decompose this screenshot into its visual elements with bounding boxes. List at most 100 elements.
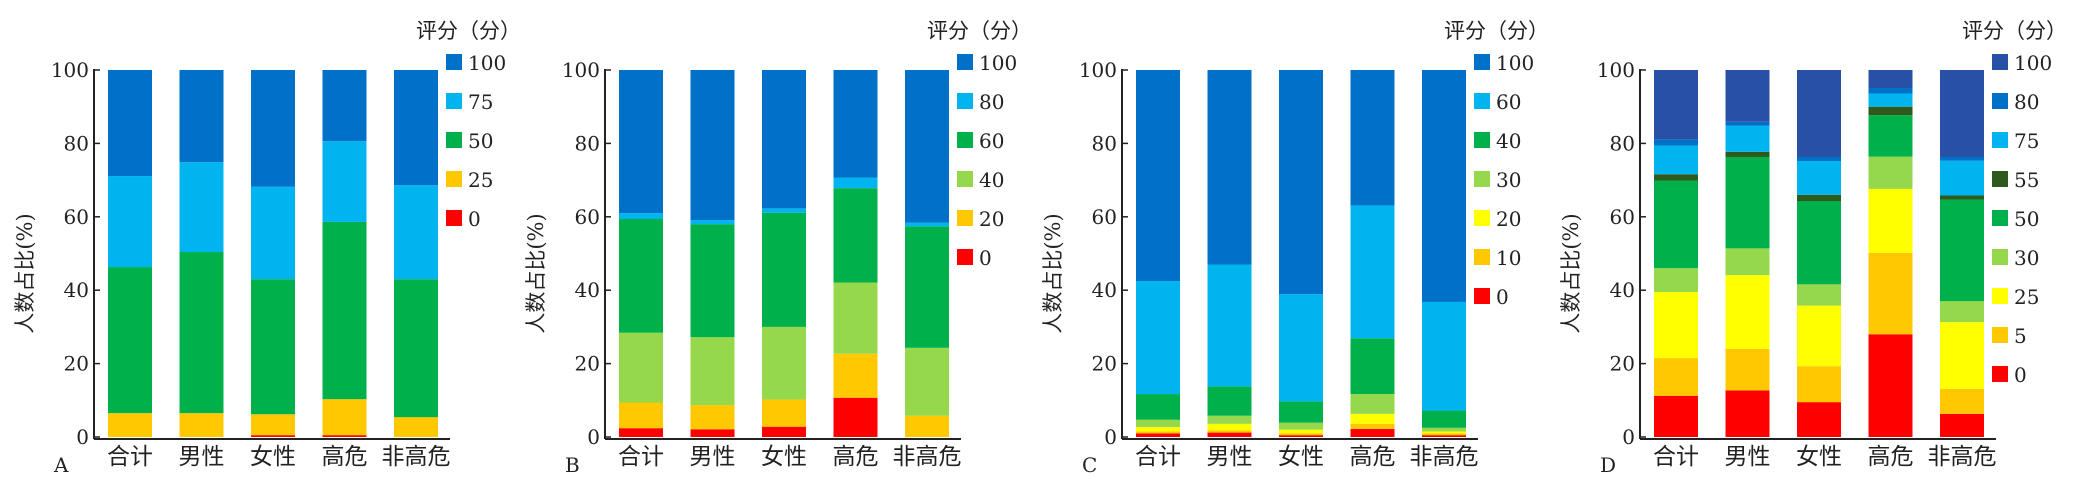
x-category-label: 女性 xyxy=(1796,444,1842,470)
bar-segment-高危-50 xyxy=(1868,115,1913,157)
bar-segment-男性-25 xyxy=(1725,275,1770,349)
legend-swatch-55 xyxy=(1992,171,2008,187)
bar-segment-高危-75 xyxy=(322,141,367,222)
x-category-label: 非高危 xyxy=(382,444,451,470)
panel-label: B xyxy=(565,453,580,477)
y-tick-label: 100 xyxy=(562,58,600,82)
y-tick-label: 40 xyxy=(64,278,89,302)
x-category-label: 男性 xyxy=(179,444,225,470)
bar-segment-高危-5 xyxy=(1868,252,1913,335)
bar-segment-男性-5 xyxy=(1725,348,1770,391)
legend-label: 100 xyxy=(979,51,1017,75)
bar-segment-合计-25 xyxy=(108,413,152,437)
bar-segment-女性-80 xyxy=(1797,156,1841,162)
bar-segment-非高危-25 xyxy=(1940,322,1984,389)
y-tick-label: 20 xyxy=(1610,352,1635,376)
legend-title: 评分（分） xyxy=(1962,19,2067,43)
bar-segment-合计-5 xyxy=(1654,358,1698,396)
y-tick-label: 0 xyxy=(76,425,89,449)
legend-label: 0 xyxy=(468,207,481,231)
bar-segment-女性-100 xyxy=(251,70,295,187)
legend-label: 30 xyxy=(2014,246,2039,270)
bar-segment-高危-10 xyxy=(1350,423,1395,429)
bar-segment-高危-30 xyxy=(1868,156,1913,189)
legend-label: 25 xyxy=(468,168,493,192)
panel-d: 人数占比(%) 0 20 40 60 80 100 合计 男性 女性 高危 非高危 D 评分（分） 100 8… xyxy=(1559,19,2067,477)
bar-segment-合计-100 xyxy=(108,70,152,177)
legend-swatch-40 xyxy=(1474,132,1490,148)
bar-segment-高危-20 xyxy=(1350,413,1395,424)
legend-swatch-60 xyxy=(1474,93,1490,109)
bar-segment-高危-100 xyxy=(1868,70,1913,88)
bar-segment-高危-100 xyxy=(322,70,367,142)
y-axis-label: 人数占比(%) xyxy=(1559,213,1583,333)
legend-title: 评分（分） xyxy=(416,19,521,43)
bar-segment-非高危-25 xyxy=(394,417,438,437)
bar-segment-男性-55 xyxy=(1725,151,1770,157)
bar-segment-高危-80 xyxy=(1868,87,1913,94)
legend-label: 10 xyxy=(1496,246,1521,270)
bar-segment-男性-20 xyxy=(1207,423,1252,431)
panel-a: 人数占比(%) 0 20 40 60 80 100 合计 男性 女性 高危 非高危 A 评分（分） 100 7… xyxy=(13,19,521,477)
bar-segment-高危-100 xyxy=(1350,70,1395,206)
bar-segment-男性-50 xyxy=(1725,156,1770,249)
bar-segment-高危-60 xyxy=(1350,205,1395,339)
legend-swatch-80 xyxy=(957,93,973,109)
bar-segment-合计-55 xyxy=(1654,174,1698,181)
x-category-label: 非高危 xyxy=(1928,444,1997,470)
y-tick-label: 80 xyxy=(64,131,89,155)
bar-segment-合计-10 xyxy=(1136,431,1180,434)
y-tick-label: 40 xyxy=(1092,278,1117,302)
legend-label: 0 xyxy=(1496,285,1509,309)
legend-swatch-20 xyxy=(957,210,973,226)
x-category-label: 高危 xyxy=(322,444,368,470)
legend-title: 评分（分） xyxy=(1444,19,1549,43)
bar-segment-女性-60 xyxy=(1279,294,1323,402)
legend-title: 评分（分） xyxy=(927,19,1032,43)
bar-segment-非高危-5 xyxy=(1940,388,1984,414)
x-category-label: 女性 xyxy=(1278,444,1324,470)
bar-segment-女性-25 xyxy=(1797,305,1841,367)
bar-segment-非高危-0 xyxy=(1940,413,1984,437)
bar-segment-男性-10 xyxy=(1207,430,1252,433)
bar-segment-合计-80 xyxy=(619,213,663,220)
y-tick-label: 60 xyxy=(1610,205,1635,229)
bar-segment-男性-40 xyxy=(690,337,735,406)
y-tick-label: 80 xyxy=(1610,131,1635,155)
legend-swatch-0 xyxy=(1474,288,1490,304)
bar-segment-女性-80 xyxy=(762,208,806,213)
bar-segment-合计-25 xyxy=(1654,292,1698,359)
bar-segment-非高危-30 xyxy=(1422,427,1466,432)
legend-label: 80 xyxy=(979,90,1004,114)
bar-segment-男性-80 xyxy=(690,220,735,225)
bar-segment-合计-60 xyxy=(619,219,663,333)
bar-segment-男性-75 xyxy=(1725,125,1770,152)
legend-swatch-40 xyxy=(957,171,973,187)
x-category-label: 非高危 xyxy=(893,444,962,470)
bar-segment-女性-100 xyxy=(762,70,806,209)
x-category-label: 女性 xyxy=(250,444,296,470)
legend-label: 80 xyxy=(2014,90,2039,114)
bar-segment-非高危-80 xyxy=(905,222,949,227)
bar-segment-女性-0 xyxy=(251,435,295,437)
legend-label: 40 xyxy=(1496,129,1521,153)
y-tick-label: 0 xyxy=(587,425,600,449)
bar-segment-高危-55 xyxy=(1868,106,1913,116)
bar-segment-女性-30 xyxy=(1797,284,1841,306)
bar-segment-男性-30 xyxy=(1207,415,1252,424)
bar-segment-女性-0 xyxy=(1279,435,1323,437)
y-tick-label: 0 xyxy=(1622,425,1635,449)
x-category-label: 合计 xyxy=(618,444,664,470)
y-tick-label: 20 xyxy=(575,352,600,376)
y-tick-label: 20 xyxy=(1092,352,1117,376)
y-tick-label: 100 xyxy=(51,58,89,82)
y-tick-label: 80 xyxy=(575,131,600,155)
x-category-label: 女性 xyxy=(761,444,807,470)
legend-swatch-75 xyxy=(446,93,462,109)
legend-label: 75 xyxy=(468,90,493,114)
bar-segment-合计-60 xyxy=(1136,281,1180,395)
bar-segment-高危-40 xyxy=(833,282,878,354)
bar-segment-高危-0 xyxy=(1868,334,1913,437)
